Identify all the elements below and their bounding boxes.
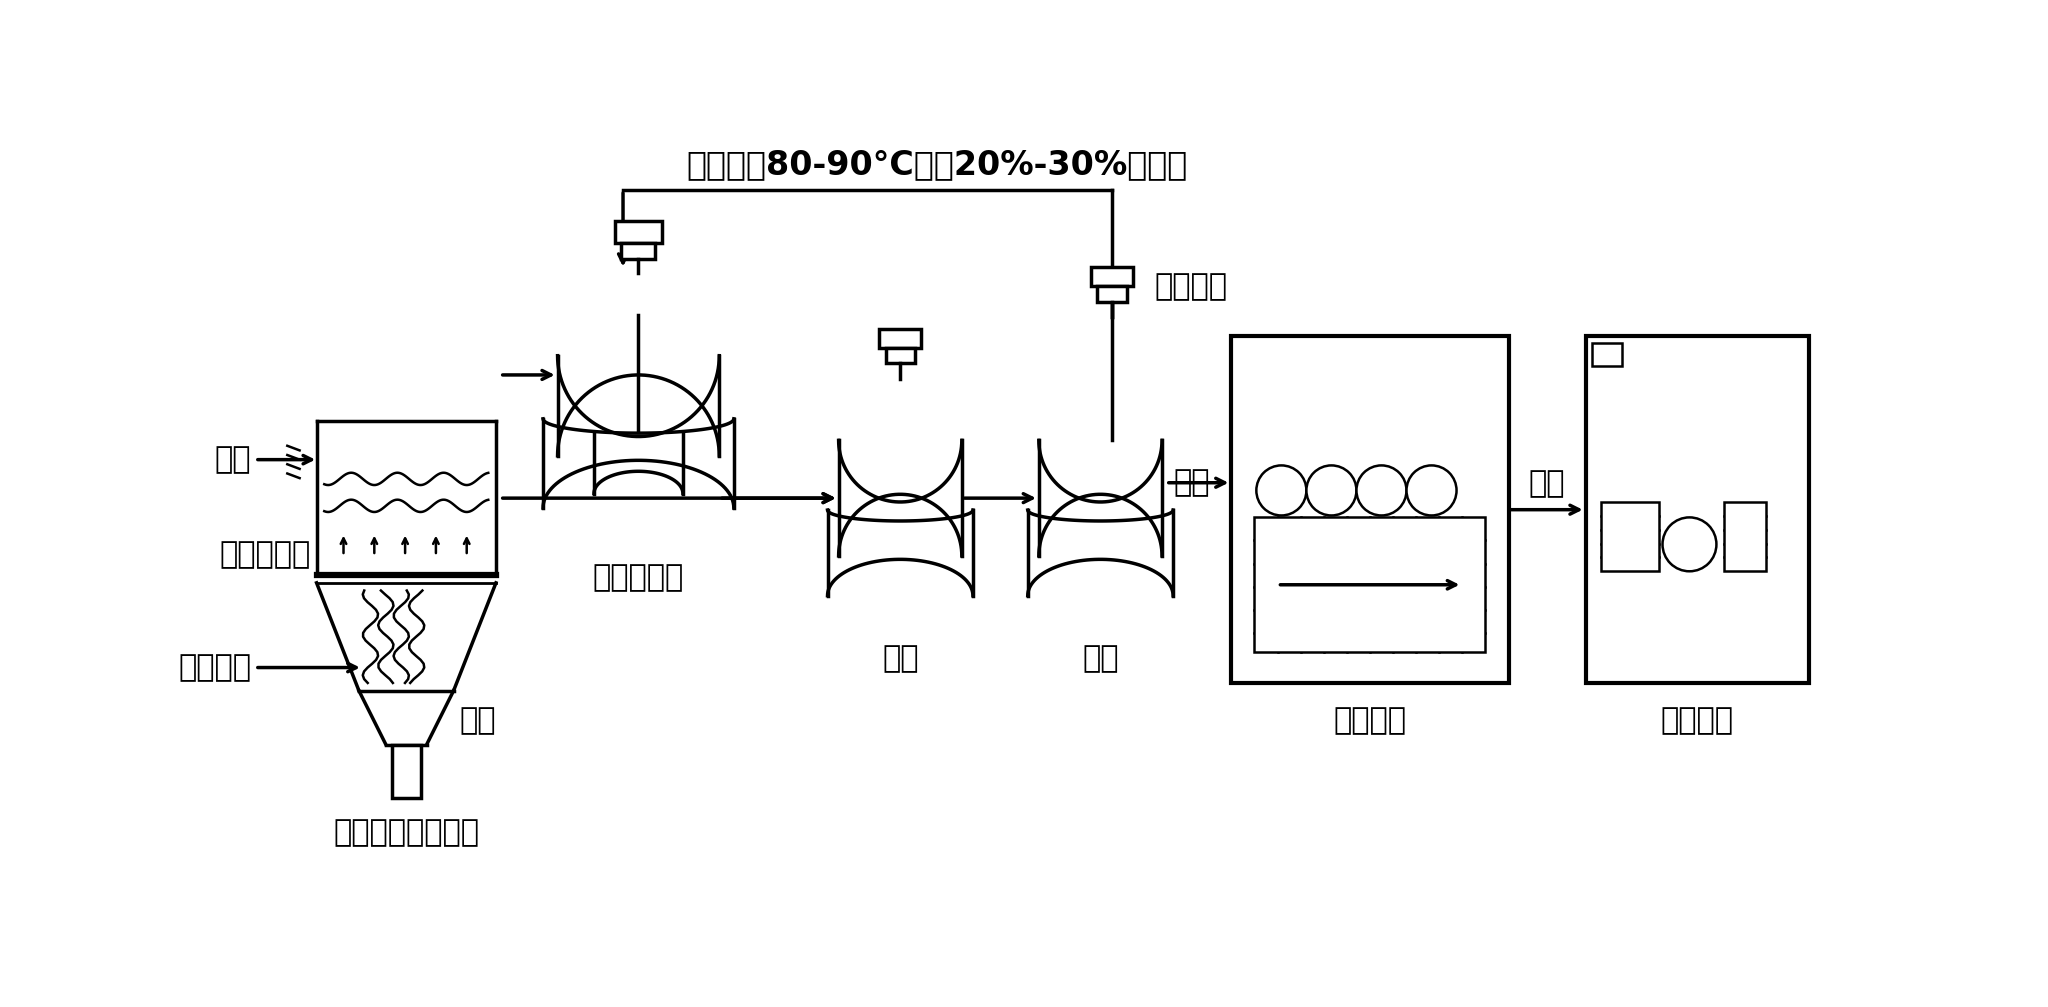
Bar bbox=[1255, 518, 1485, 653]
Bar bbox=[879, 328, 922, 348]
Bar bbox=[1231, 336, 1509, 683]
Bar bbox=[391, 744, 420, 799]
Text: 流化气体: 流化气体 bbox=[178, 654, 252, 682]
Bar bbox=[1092, 267, 1133, 286]
Text: 取蒸煮至80-90°C时，20%-30%的米汤: 取蒸煮至80-90°C时，20%-30%的米汤 bbox=[686, 148, 1188, 181]
Bar bbox=[1591, 342, 1622, 366]
Text: 温度测定: 温度测定 bbox=[1155, 272, 1227, 301]
Ellipse shape bbox=[1307, 465, 1356, 516]
Text: 蒸煮: 蒸煮 bbox=[1081, 644, 1118, 674]
Text: 浸泡: 浸泡 bbox=[883, 644, 918, 674]
Text: 米饥: 米饥 bbox=[1174, 468, 1210, 497]
Bar bbox=[1724, 502, 1767, 571]
Ellipse shape bbox=[1407, 465, 1456, 516]
Text: 出料: 出料 bbox=[461, 706, 496, 735]
Text: 无菌包装: 无菌包装 bbox=[1333, 706, 1407, 735]
Bar bbox=[1585, 336, 1808, 683]
Bar bbox=[1098, 286, 1126, 302]
Text: 快速降温: 快速降温 bbox=[1661, 706, 1735, 735]
Bar bbox=[614, 221, 662, 243]
Text: 米饥: 米饥 bbox=[1528, 469, 1565, 498]
Text: 气体分布板: 气体分布板 bbox=[219, 540, 311, 569]
Bar bbox=[885, 348, 915, 364]
Text: 进料: 进料 bbox=[215, 445, 252, 474]
Text: 瞬时高温流化处理: 瞬时高温流化处理 bbox=[334, 818, 479, 847]
Bar bbox=[1602, 502, 1659, 571]
Ellipse shape bbox=[1255, 465, 1307, 516]
Ellipse shape bbox=[1356, 465, 1407, 516]
Circle shape bbox=[1663, 518, 1716, 571]
Text: 调质液预混: 调质液预混 bbox=[592, 564, 684, 592]
Bar bbox=[621, 243, 655, 260]
